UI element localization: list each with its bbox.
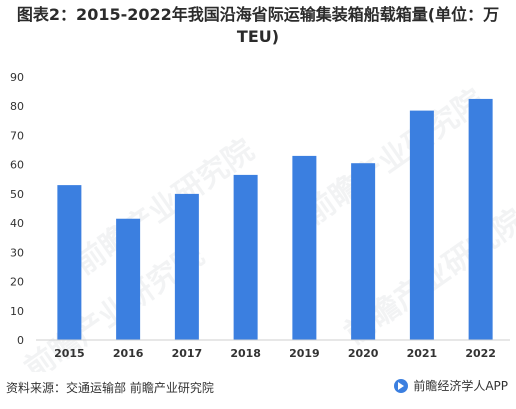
bar-2016 bbox=[116, 218, 141, 340]
y-tick-label: 0 bbox=[17, 334, 24, 347]
y-tick-label: 70 bbox=[10, 129, 24, 142]
chart-title: 图表2：2015-2022年我国沿海省际运输集装箱船载箱量(单位：万TEU) bbox=[16, 5, 500, 46]
bar-2022 bbox=[468, 98, 493, 341]
x-tick-label: 2022 bbox=[465, 347, 496, 360]
bar-2020 bbox=[351, 163, 376, 340]
y-tick-label: 50 bbox=[10, 188, 24, 201]
brand: 前瞻经济学人APP bbox=[393, 377, 508, 394]
x-tick-label: 2018 bbox=[230, 347, 261, 360]
brand-logo-icon bbox=[394, 378, 409, 393]
y-tick-label: 90 bbox=[10, 71, 24, 84]
x-tick-label: 2021 bbox=[407, 347, 438, 360]
bar-2021 bbox=[409, 110, 434, 340]
watermarks: 前瞻产业研究院前瞻产业研究院前瞻产业研究院前瞻产业研究院 bbox=[19, 83, 516, 372]
bar-2019 bbox=[292, 155, 317, 340]
y-tick-label: 30 bbox=[10, 246, 24, 259]
bar-2017 bbox=[174, 193, 199, 340]
x-tick-label: 2020 bbox=[348, 347, 379, 360]
brand-name: 前瞻经济学人APP bbox=[413, 379, 508, 393]
x-tick-label: 2015 bbox=[54, 347, 85, 360]
bar-2015 bbox=[57, 185, 82, 340]
y-tick-label: 40 bbox=[10, 217, 24, 230]
watermark-text: 前瞻产业研究院 bbox=[299, 83, 491, 232]
footer: 资料来源：交通运输部 前瞻产业研究院 前瞻经济学人APP bbox=[0, 372, 516, 409]
y-tick-label: 10 bbox=[10, 305, 24, 318]
x-tick-label: 2016 bbox=[113, 347, 144, 360]
x-tick-label: 2017 bbox=[172, 347, 203, 360]
bars bbox=[57, 98, 493, 341]
y-tick-label: 80 bbox=[10, 100, 24, 113]
y-tick-label: 20 bbox=[10, 276, 24, 289]
x-tick-label: 2019 bbox=[289, 347, 320, 360]
x-axis-ticks: 2015 2016 2017 2018 2019 2020 2021 2022 bbox=[54, 347, 496, 360]
y-tick-label: 60 bbox=[10, 159, 24, 172]
bar-2018 bbox=[233, 174, 258, 340]
bar-chart: 前瞻产业研究院前瞻产业研究院前瞻产业研究院前瞻产业研究院 0 10 20 30 40 50… bbox=[10, 71, 516, 372]
source-text: 资料来源：交通运输部 前瞻产业研究院 bbox=[6, 381, 214, 395]
y-axis-ticks: 0 10 20 30 40 50 60 70 80 90 bbox=[10, 71, 24, 347]
